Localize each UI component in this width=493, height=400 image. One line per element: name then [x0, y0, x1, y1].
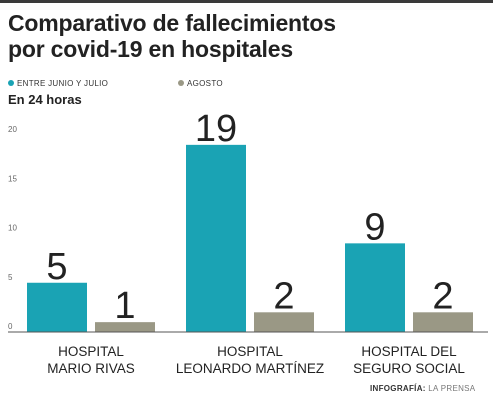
- value-label: 5: [46, 246, 67, 288]
- chart-title: Comparativo de fallecimientos por covid-…: [8, 10, 488, 62]
- legend-label-series-2: AGOSTO: [187, 79, 223, 88]
- legend-swatch-series-2: [178, 80, 184, 86]
- category-label: HOSPITAL DEL: [361, 344, 457, 359]
- bar-1-1: [27, 282, 87, 332]
- credit-line: INFOGRAFÍA: LA PRENSA: [370, 384, 475, 393]
- credit-label: INFOGRAFÍA:: [370, 384, 426, 393]
- y-tick-label: 20: [8, 125, 17, 134]
- value-label: 2: [273, 275, 294, 317]
- title-line-2: por covid-19 en hospitales: [8, 36, 293, 62]
- credit-source: LA PRENSA: [428, 384, 476, 393]
- title-line-1: Comparativo de fallecimientos: [8, 10, 336, 36]
- value-label: 1: [114, 285, 135, 327]
- legend-item-series-2: AGOSTO: [178, 79, 223, 88]
- category-label: SEGURO SOCIAL: [353, 361, 465, 376]
- value-label: 2: [432, 275, 453, 317]
- legend-label-series-1: ENTRE JUNIO Y JULIO: [17, 79, 109, 88]
- top-rule: [0, 0, 493, 3]
- value-label: 19: [195, 108, 237, 150]
- bar-2-2: [254, 312, 314, 332]
- category-label: MARIO RIVAS: [47, 361, 135, 376]
- bar-2-1: [95, 322, 155, 332]
- y-tick-label: 0: [8, 322, 13, 331]
- bar-2-3: [413, 312, 473, 332]
- bar-1-3: [345, 243, 405, 332]
- category-label: HOSPITAL: [58, 344, 124, 359]
- bar-1-2: [186, 144, 246, 332]
- y-tick-label: 5: [8, 273, 13, 282]
- y-tick-label: 15: [8, 174, 17, 183]
- category-label: HOSPITAL: [217, 344, 283, 359]
- category-label: LEONARDO MARTÍNEZ: [176, 361, 324, 376]
- legend-swatch-series-1: [8, 80, 14, 86]
- value-label: 9: [364, 206, 385, 248]
- unit-label: En 24 horas: [8, 92, 82, 107]
- y-tick-label: 10: [8, 224, 17, 233]
- legend-item-series-1: ENTRE JUNIO Y JULIO: [8, 79, 108, 88]
